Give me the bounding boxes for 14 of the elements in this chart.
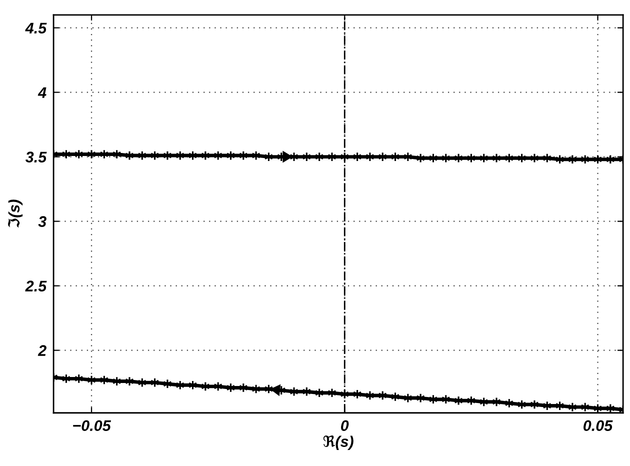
x-tick-label: −0.05 bbox=[73, 420, 112, 432]
x-axis-title: ℜ(s) bbox=[323, 435, 354, 450]
y-tick-label: 4.5 bbox=[25, 22, 47, 34]
y-tick-label: 4 bbox=[38, 87, 46, 98]
point bbox=[593, 403, 602, 413]
point bbox=[492, 396, 501, 407]
y-tick-label: 3 bbox=[38, 216, 46, 227]
x-tick-label: 0.05 bbox=[584, 420, 613, 432]
y-tick-label: 3.5 bbox=[25, 152, 47, 162]
x-tick-label: 0 bbox=[341, 420, 349, 432]
point bbox=[492, 153, 501, 164]
y-tick-label: 2 bbox=[38, 345, 46, 356]
y-axis-title: ℑ(s) bbox=[8, 200, 23, 228]
y-tick-label: 2.5 bbox=[25, 280, 47, 292]
